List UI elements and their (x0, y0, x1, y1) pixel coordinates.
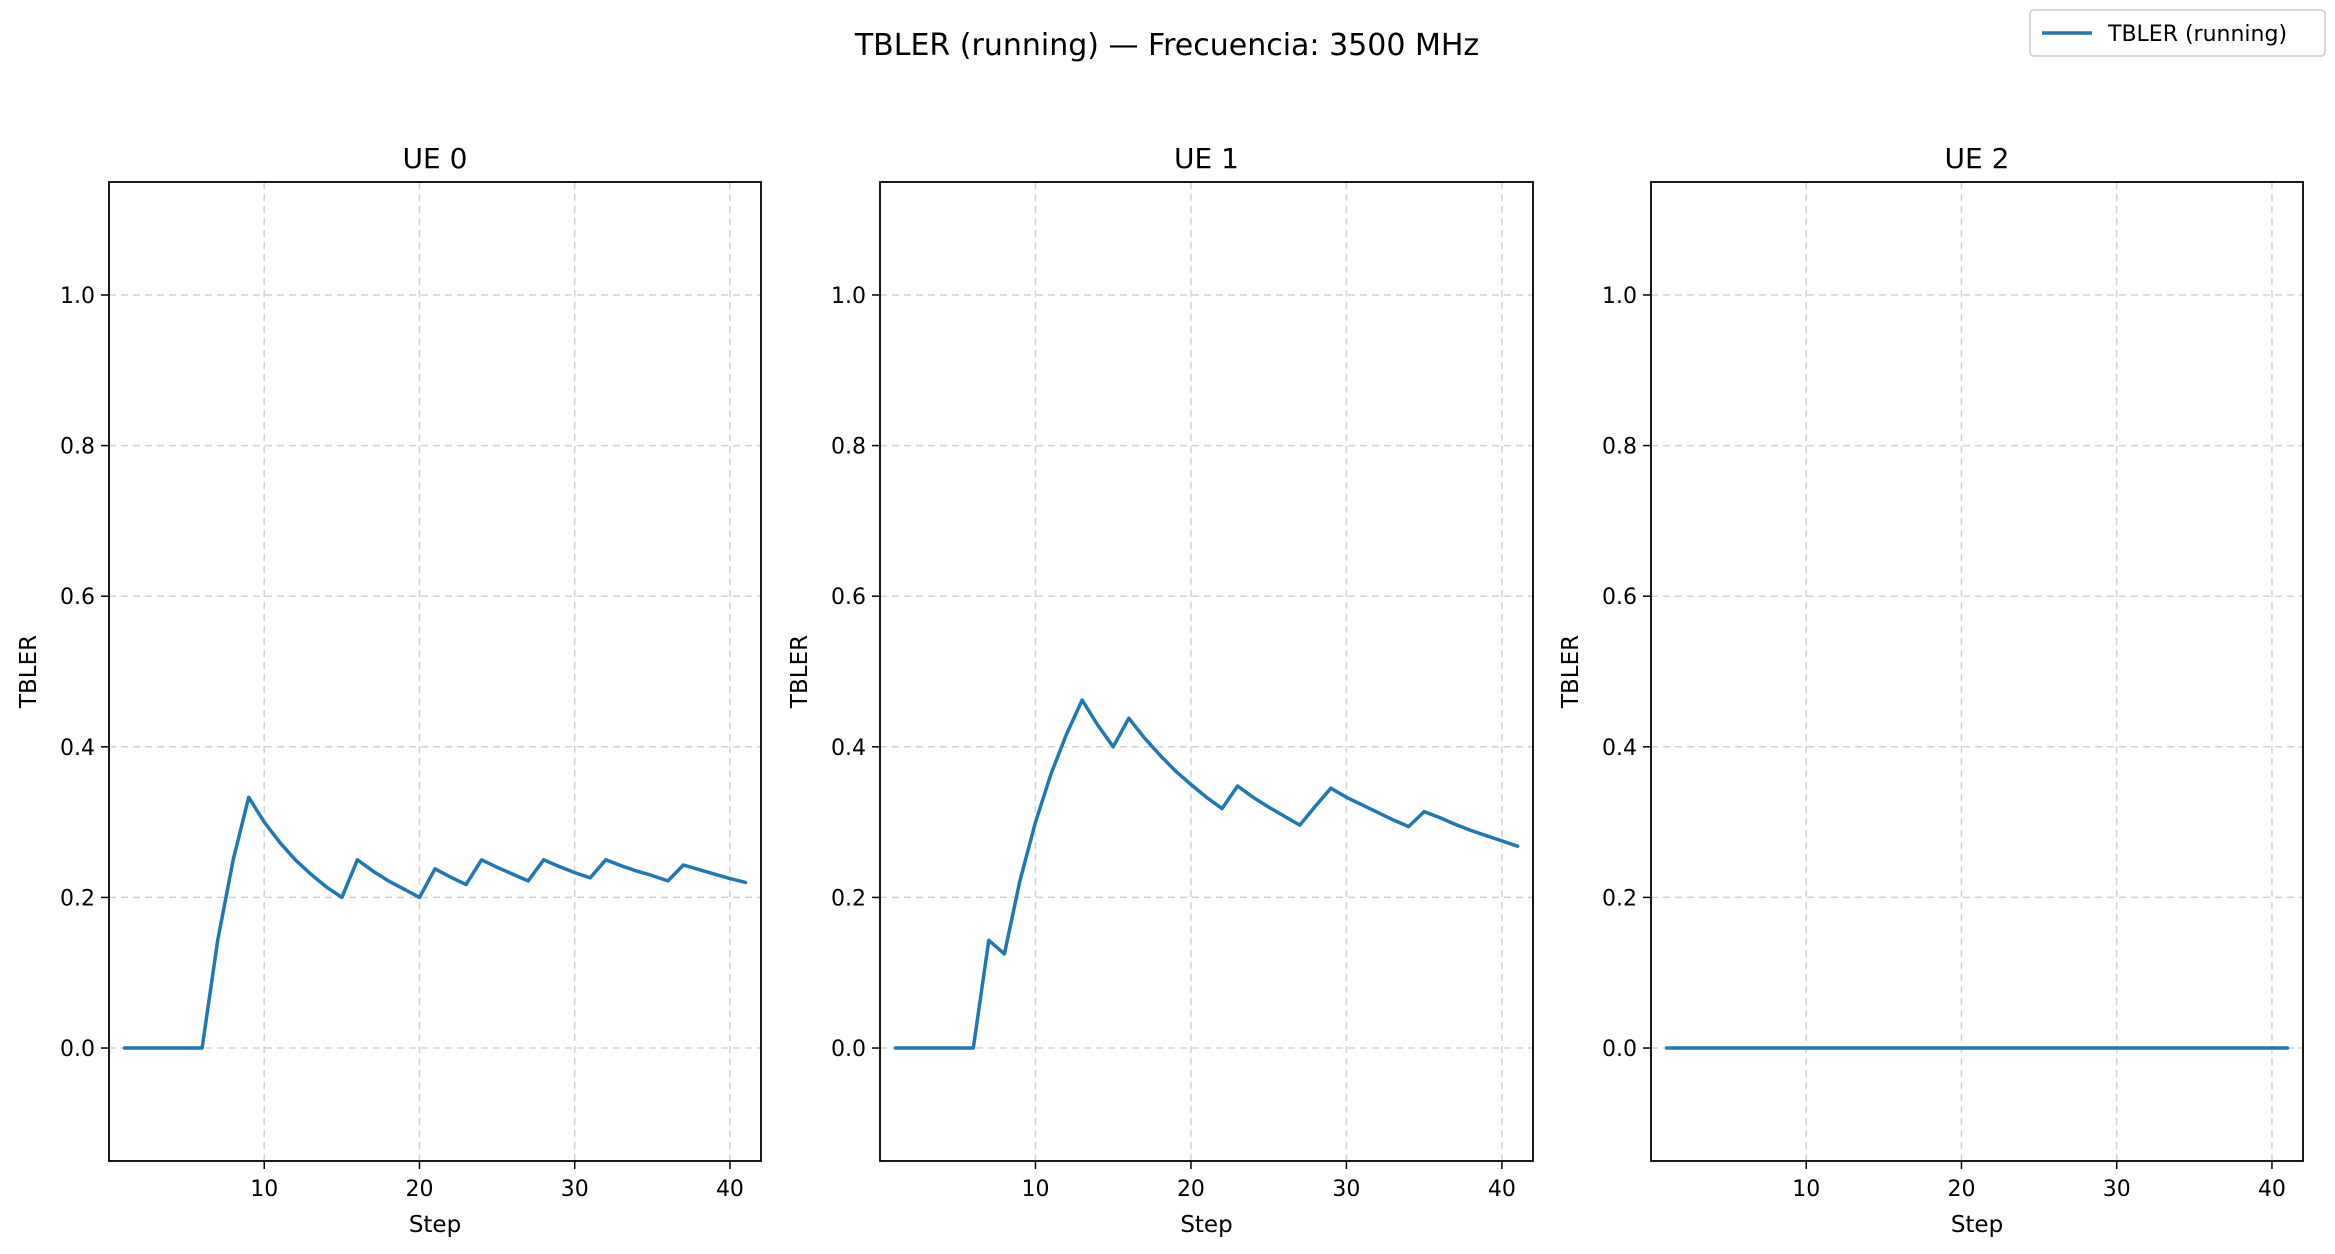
subplot-ue-0: 10 20 30 40 0.0 0.2 0.4 0.6 0.8 1.0 UE 0 Step TBLER (16, 142, 762, 1238)
y-tick-label: 0.2 (60, 886, 95, 911)
subplot-title: UE 1 (1174, 142, 1239, 175)
x-tick-label: 40 (716, 1177, 744, 1202)
axes-frame (879, 181, 1534, 1162)
legend-box (2029, 9, 2326, 57)
subplot-ue-2: 10 20 30 40 0.0 0.2 0.4 0.6 0.8 1.0 UE 2 Step TBLER (1558, 142, 2304, 1238)
x-tick-label: 40 (2258, 1177, 2286, 1202)
y-tick-label: 0.4 (831, 736, 866, 761)
y-tick-label: 0.2 (1602, 886, 1637, 911)
y-tick-label: 0.6 (1602, 585, 1637, 610)
x-tick-label: 40 (1488, 1177, 1516, 1202)
y-tick-label: 1.0 (831, 284, 866, 309)
y-axis-label: TBLER (787, 635, 813, 709)
subplot-title: UE 2 (1945, 142, 2010, 175)
y-tick-label: 1.0 (1602, 284, 1637, 309)
y-tick-label: 0.0 (831, 1037, 866, 1062)
y-tick-label: 0.6 (831, 585, 866, 610)
series-line-ue-1 (893, 698, 1520, 1050)
x-axis-label: Step (1180, 1212, 1232, 1238)
x-axis-label: Step (1951, 1212, 2003, 1238)
y-tick-label: 0.6 (60, 585, 95, 610)
y-tick-label: 0.0 (60, 1037, 95, 1062)
axes-frame (108, 181, 762, 1162)
subplot-ue-1: 10 20 30 40 0.0 0.2 0.4 0.6 0.8 1.0 UE 1 Step TBLER (787, 142, 1534, 1238)
figure-title: TBLER (running) — Frecuencia: 3500 MHz (854, 28, 1479, 63)
y-tick-label: 0.4 (60, 736, 95, 761)
subplots: 10 20 30 400.00.20.40.60.81.0UE 0StepTBLER1… (16, 142, 2304, 1238)
y-axis-label: TBLER (16, 635, 42, 709)
subplot-title: UE 0 (403, 142, 468, 175)
x-tick-label: 30 (2103, 1177, 2131, 1202)
x-tick-label: 30 (561, 1177, 589, 1202)
legend-label: TBLER (running) (2107, 22, 2287, 47)
x-axis-label: Step (409, 1212, 461, 1238)
y-tick-label: 0.4 (1602, 736, 1637, 761)
x-tick-label: 20 (1947, 1177, 1975, 1202)
x-tick-label: 10 (1021, 1177, 1049, 1202)
series-line-ue-0 (122, 795, 748, 1050)
y-axis-label: TBLER (1558, 635, 1584, 709)
x-tick-label: 10 (250, 1177, 278, 1202)
x-tick-label: 20 (405, 1177, 433, 1202)
y-tick-label: 0.0 (1602, 1037, 1637, 1062)
axes-frame (1650, 181, 2304, 1162)
y-tick-label: 0.8 (1602, 435, 1637, 460)
y-tick-label: 0.8 (60, 435, 95, 460)
x-tick-label: 30 (1332, 1177, 1360, 1202)
x-tick-label: 10 (1792, 1177, 1820, 1202)
y-tick-label: 0.2 (831, 886, 866, 911)
y-tick-label: 1.0 (60, 284, 95, 309)
legend: TBLER (running) (2029, 9, 2326, 57)
x-tick-label: 20 (1177, 1177, 1205, 1202)
y-tick-label: 0.8 (831, 435, 866, 460)
